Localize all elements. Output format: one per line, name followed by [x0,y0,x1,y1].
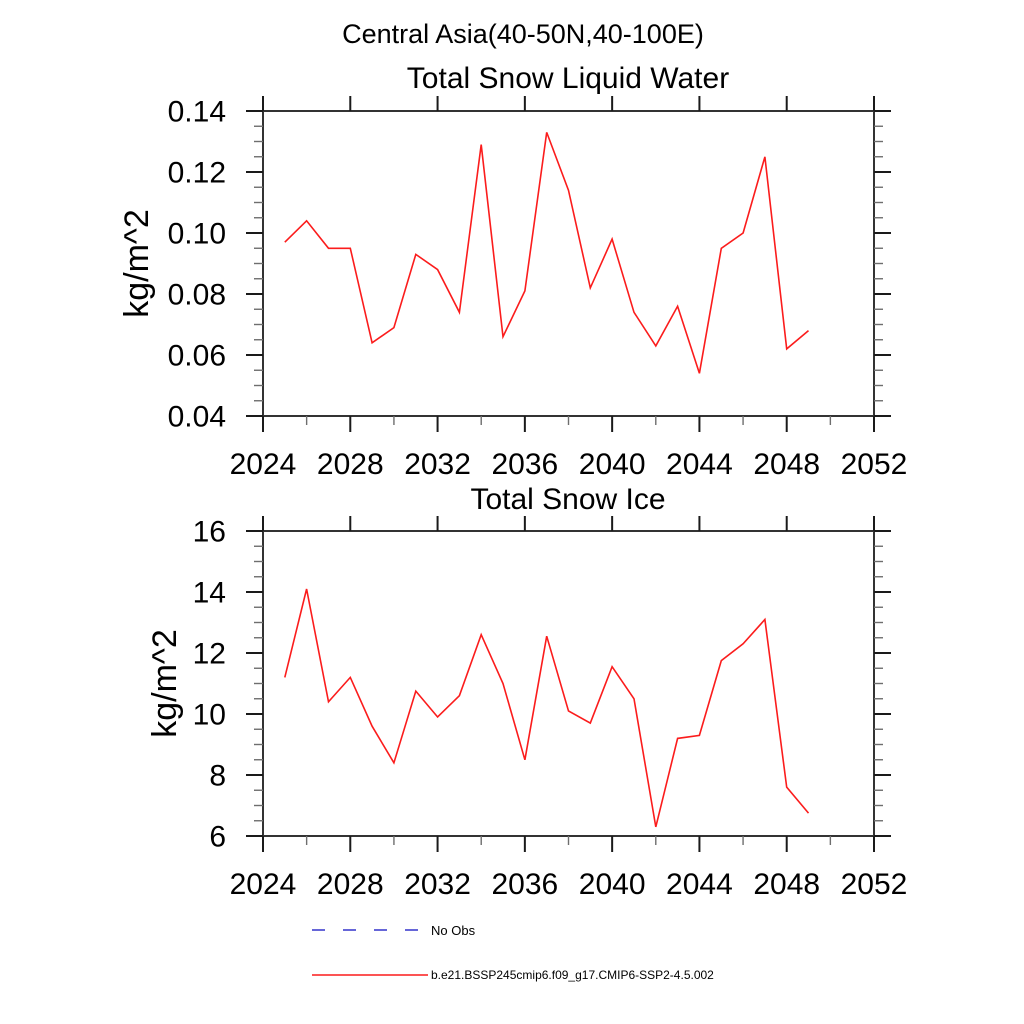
x-tick-label: 2044 [666,868,733,901]
plot-frame [262,110,875,417]
plot2-data-line [284,588,810,828]
y-tick-label: 0.04 [168,401,226,434]
legend: No Obs b.e21.BSSP245cmip6.f09_g17.CMIP6-… [312,923,714,982]
legend-no-obs-label: No Obs [431,923,476,938]
plot2-title: Total Snow Ice [470,483,665,516]
plot-frame [262,530,875,837]
legend-model-label: b.e21.BSSP245cmip6.f09_g17.CMIP6-SSP2-4.… [431,968,714,982]
y-tick-label: 0.12 [168,157,226,190]
y-tick-label: 14 [193,577,226,610]
x-tick-label: 2024 [230,868,297,901]
figure-suptitle: Central Asia(40-50N,40-100E) [342,19,704,49]
y-tick-label: 10 [193,699,226,732]
series-line [284,132,810,374]
x-tick-label: 2028 [317,448,384,481]
plot1-title: Total Snow Liquid Water [407,62,729,95]
y-tick-label: 12 [193,638,226,671]
y-tick-label: 16 [193,516,226,549]
x-tick-label: 2052 [841,868,908,901]
x-tick-label: 2052 [841,448,908,481]
plot-total-snow-ice: Total Snow Ice kg/m^2 6 8 10 12 14 16 2024 2028… [146,483,907,901]
plot-total-snow-liquid-water: Total Snow Liquid Water kg/m^2 0.040.060… [118,62,907,481]
x-tick-label: 2040 [579,868,646,901]
x-tick-label: 2036 [491,448,558,481]
y-tick-label: 0.06 [168,340,226,373]
x-tick-label: 2048 [753,448,820,481]
plot2-axes: 6 8 10 12 14 16 2024 2028 2032 2036 2040 2044 2048 20… [193,516,908,902]
y-tick-label: 0.08 [168,279,226,312]
x-tick-label: 2044 [666,448,733,481]
y-tick-label: 0.10 [168,218,226,251]
x-tick-label: 2036 [491,868,558,901]
x-tick-label: 2032 [404,448,471,481]
plot2-y-axis-label: kg/m^2 [146,629,184,738]
x-tick-label: 2028 [317,868,384,901]
x-tick-label: 2040 [579,448,646,481]
plot1-y-axis-label: kg/m^2 [118,209,156,318]
series-line [284,588,810,828]
y-tick-label: 8 [209,760,226,793]
x-tick-label: 2032 [404,868,471,901]
y-tick-label: 6 [209,821,226,854]
y-tick-label: 0.14 [168,96,226,129]
plot1-axes: 0.04 0.06 0.08 0.10 0.12 0.14 2024 2028 2032 2036… [168,96,908,482]
x-tick-label: 2048 [753,868,820,901]
x-tick-label: 2024 [230,448,297,481]
plot1-data-line [284,132,810,374]
